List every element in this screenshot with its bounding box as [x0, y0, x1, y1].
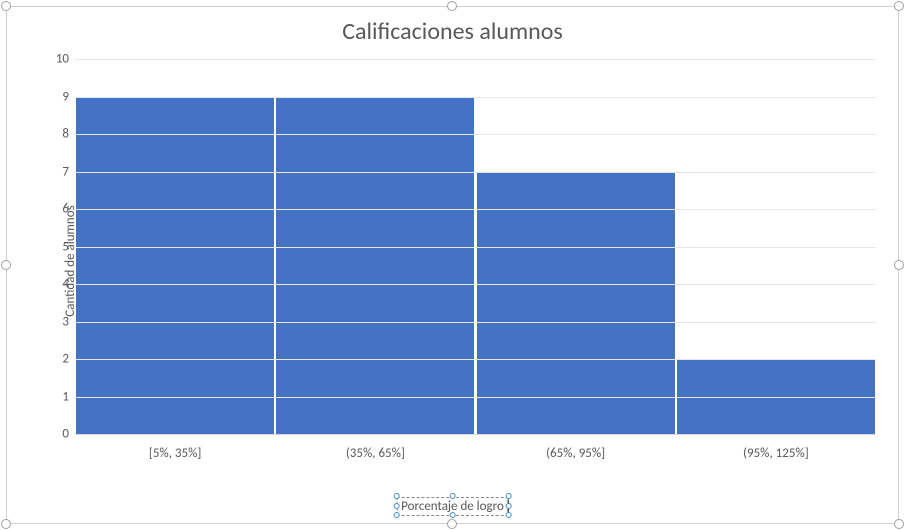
y-tick-label: 7: [45, 164, 69, 179]
x-axis-labels: [5%, 35%](35%, 65%](65%, 95%](95%, 125%]: [75, 446, 876, 461]
edit-handle-se[interactable]: [506, 512, 512, 518]
x-tick-label: (35%, 65%]: [275, 446, 475, 461]
resize-handle-s[interactable]: [447, 519, 457, 529]
gridline: [75, 59, 876, 60]
bar[interactable]: [76, 97, 274, 435]
edit-handle-sw[interactable]: [393, 512, 399, 518]
gridline: [75, 247, 876, 248]
gridline: [75, 97, 876, 98]
plot-area[interactable]: 012345678910: [75, 59, 876, 435]
x-tick-label: (95%, 125%]: [676, 446, 876, 461]
y-tick-label: 2: [45, 352, 69, 367]
resize-handle-se[interactable]: [894, 519, 904, 529]
resize-handle-sw[interactable]: [1, 519, 11, 529]
gridline: [75, 134, 876, 135]
plot-container: 012345678910 [5%, 35%](35%, 65%](65%, 95…: [75, 59, 876, 435]
chart-body: Cantidad de alumnos 012345678910 [5%, 35…: [37, 59, 876, 463]
x-tick-label: [5%, 35%]: [75, 446, 275, 461]
edit-handle-e[interactable]: [506, 503, 512, 509]
resize-handle-nw[interactable]: [1, 1, 11, 11]
edit-handle-s[interactable]: [450, 512, 456, 518]
edit-handle-nw[interactable]: [393, 493, 399, 499]
y-tick-label: 9: [45, 89, 69, 104]
bar[interactable]: [477, 172, 675, 435]
gridline: [75, 322, 876, 323]
gridline: [75, 209, 876, 210]
edit-handle-ne[interactable]: [506, 493, 512, 499]
resize-handle-w[interactable]: [1, 260, 11, 270]
resize-handle-e[interactable]: [894, 260, 904, 270]
y-tick-label: 10: [45, 52, 69, 67]
x-tick-label: (65%, 95%]: [476, 446, 676, 461]
y-tick-label: 4: [45, 277, 69, 292]
gridline: [75, 172, 876, 173]
gridline: [75, 359, 876, 360]
gridline: [75, 284, 876, 285]
x-axis-title-container[interactable]: Porcentaje de logro: [396, 496, 509, 515]
chart-frame[interactable]: Calificaciones alumnos Cantidad de alumn…: [6, 6, 899, 524]
y-tick-label: 0: [45, 427, 69, 442]
y-tick-label: 5: [45, 239, 69, 254]
bar[interactable]: [276, 97, 474, 435]
y-tick-label: 1: [45, 389, 69, 404]
y-tick-label: 6: [45, 202, 69, 217]
y-tick-label: 3: [45, 314, 69, 329]
gridline: [75, 397, 876, 398]
chart-title[interactable]: Calificaciones alumnos: [7, 7, 898, 54]
edit-handle-w[interactable]: [393, 503, 399, 509]
resize-handle-n[interactable]: [447, 1, 457, 11]
y-tick-label: 8: [45, 127, 69, 142]
resize-handle-ne[interactable]: [894, 1, 904, 11]
